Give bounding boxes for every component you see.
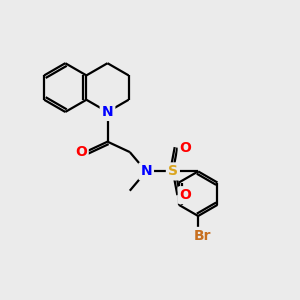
Text: O: O <box>180 188 192 202</box>
Text: N: N <box>102 105 113 119</box>
Text: O: O <box>75 145 87 159</box>
Text: S: S <box>168 164 178 178</box>
Text: O: O <box>180 141 192 154</box>
Text: N: N <box>140 164 152 178</box>
Text: Br: Br <box>194 229 212 243</box>
